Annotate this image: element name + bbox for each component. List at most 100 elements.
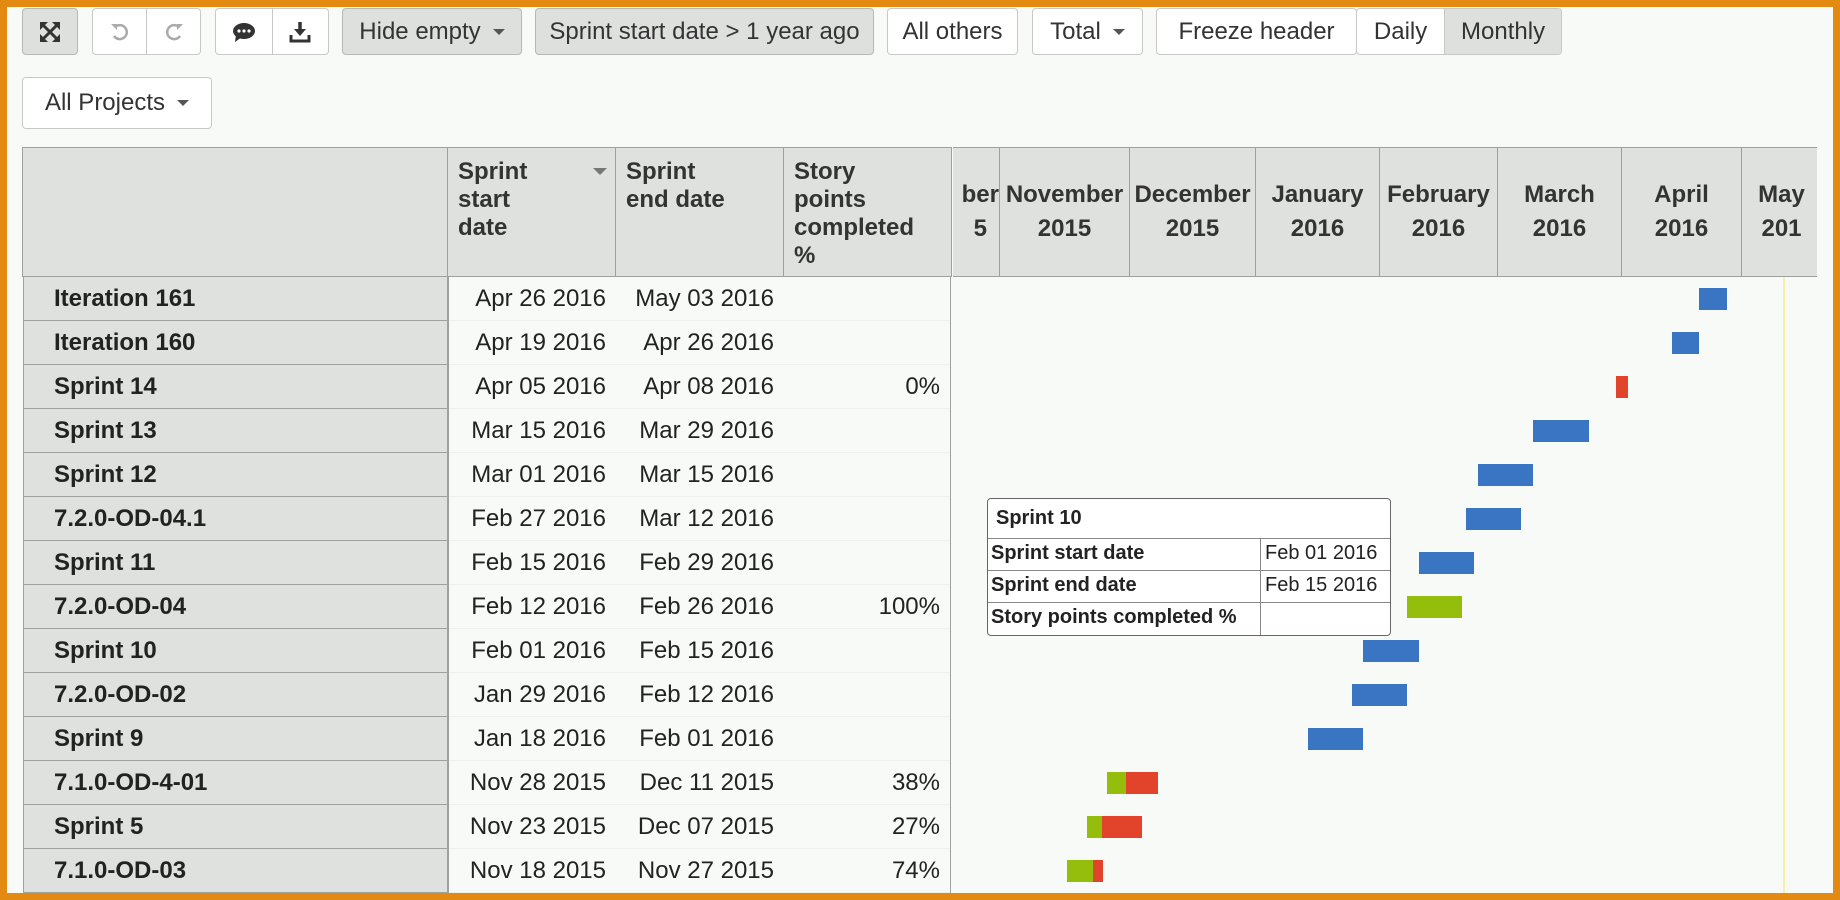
story-points-completed-cell: 74% bbox=[784, 849, 950, 893]
gantt-bar[interactable] bbox=[1106, 772, 1127, 794]
story-points-completed-cell bbox=[784, 321, 950, 365]
table-row-label[interactable]: Sprint 14 bbox=[23, 365, 448, 409]
gantt-bar[interactable] bbox=[1351, 684, 1407, 706]
story-points-completed-cell bbox=[784, 673, 950, 717]
monthly-button[interactable]: Monthly bbox=[1444, 9, 1561, 54]
story-points-completed-cell bbox=[784, 409, 950, 453]
hide-empty-dropdown[interactable]: Hide empty bbox=[342, 8, 522, 55]
gantt-bar[interactable] bbox=[1086, 816, 1102, 838]
gantt-bar[interactable] bbox=[1466, 508, 1522, 530]
table-row-label[interactable]: 7.1.0-OD-03 bbox=[23, 849, 448, 893]
table-row-label[interactable]: 7.1.0-OD-4-01 bbox=[23, 761, 448, 805]
comment-button[interactable] bbox=[216, 9, 272, 54]
gantt-bar[interactable] bbox=[1126, 772, 1158, 794]
tooltip-value: Feb 15 2016 bbox=[1265, 574, 1378, 596]
freeze-header-label: Freeze header bbox=[1178, 17, 1335, 45]
story-points-completed-cell: 38% bbox=[784, 761, 950, 805]
story-points-header[interactable]: Story points completed % bbox=[784, 147, 952, 277]
sprint-start-date-cell: Jan 29 2016 bbox=[448, 673, 616, 717]
all-projects-label: All Projects bbox=[44, 89, 166, 116]
story-points-completed-cell: 27% bbox=[784, 805, 950, 849]
sprint-end-date-cell: Feb 12 2016 bbox=[616, 673, 784, 717]
month-header: January 2016 bbox=[1256, 147, 1380, 277]
table-row-label[interactable]: Sprint 13 bbox=[23, 409, 448, 453]
story-points-completed-cell: 0% bbox=[784, 365, 950, 409]
gantt-bar[interactable] bbox=[1067, 860, 1094, 882]
total-dropdown[interactable]: Total bbox=[1032, 8, 1143, 55]
daily-button[interactable]: Daily bbox=[1357, 9, 1444, 54]
all-others-button[interactable]: All others bbox=[887, 8, 1018, 55]
total-label: Total bbox=[1050, 17, 1101, 45]
sprint-start-date-header[interactable]: Sprint start date bbox=[448, 147, 616, 277]
comment-icon bbox=[232, 21, 256, 43]
story-points-completed-cell bbox=[784, 453, 950, 497]
story-points-completed-cell bbox=[784, 497, 950, 541]
story-points-header-label: Story points completed % bbox=[794, 158, 915, 269]
tooltip-value: Feb 01 2016 bbox=[1265, 542, 1378, 564]
today-marker-line bbox=[1783, 277, 1785, 897]
period-toggle-group: Daily Monthly bbox=[1356, 8, 1562, 55]
caret-down-icon bbox=[492, 28, 505, 35]
gantt-bar[interactable] bbox=[1477, 464, 1534, 486]
fullscreen-button[interactable] bbox=[22, 8, 78, 55]
month-header: February 2016 bbox=[1380, 147, 1498, 277]
sprint-end-date-cell: Feb 29 2016 bbox=[616, 541, 784, 585]
gantt-bar[interactable] bbox=[1101, 816, 1143, 838]
undo-button[interactable] bbox=[93, 9, 146, 54]
month-header: March 2016 bbox=[1498, 147, 1622, 277]
download-button[interactable] bbox=[271, 9, 328, 54]
gantt-bar[interactable] bbox=[1616, 376, 1629, 398]
table-row-label[interactable]: Sprint 12 bbox=[23, 453, 448, 497]
gantt-bar[interactable] bbox=[1308, 728, 1364, 750]
all-others-label: All others bbox=[902, 17, 1003, 45]
sprint-end-date-header[interactable]: Sprint end date bbox=[616, 147, 784, 277]
gantt-bar[interactable] bbox=[1699, 288, 1727, 310]
sprint-start-date-header-label: Sprint start date bbox=[458, 158, 528, 241]
sprint-start-date-cell: Jan 18 2016 bbox=[448, 717, 616, 761]
story-points-completed-cell bbox=[784, 277, 950, 321]
gantt-bar[interactable] bbox=[1418, 552, 1474, 574]
tooltip-row: Sprint start date Feb 01 2016 bbox=[988, 539, 1390, 571]
sprint-start-date-cell: Feb 15 2016 bbox=[448, 541, 616, 585]
table-row-label[interactable]: Sprint 5 bbox=[23, 805, 448, 849]
sprint-start-date-cell: Mar 01 2016 bbox=[448, 453, 616, 497]
redo-button[interactable] bbox=[146, 9, 200, 54]
sort-caret-icon[interactable] bbox=[593, 168, 607, 175]
caret-down-icon bbox=[177, 100, 190, 106]
tooltip-title: Sprint 10 bbox=[988, 499, 1390, 539]
gantt-bar[interactable] bbox=[1363, 640, 1419, 662]
sprint-start-date-cell: Mar 15 2016 bbox=[448, 409, 616, 453]
table-row-label[interactable]: Iteration 160 bbox=[23, 321, 448, 365]
sprint-start-date-cell: Feb 27 2016 bbox=[448, 497, 616, 541]
column-divider bbox=[950, 277, 951, 893]
redo-icon bbox=[163, 21, 185, 43]
story-points-completed-cell bbox=[784, 717, 950, 761]
sprint-start-date-cell: Nov 28 2015 bbox=[448, 761, 616, 805]
story-points-completed-cell bbox=[784, 541, 950, 585]
sprint-end-date-cell: Feb 01 2016 bbox=[616, 717, 784, 761]
table-row-label[interactable]: Sprint 11 bbox=[23, 541, 448, 585]
all-projects-dropdown[interactable]: All Projects bbox=[22, 77, 212, 129]
sprint-end-date-cell: Feb 15 2016 bbox=[616, 629, 784, 673]
freeze-header-button[interactable]: Freeze header bbox=[1156, 8, 1357, 55]
undo-icon bbox=[109, 21, 131, 43]
table-row-label[interactable]: 7.2.0-OD-04 bbox=[23, 585, 448, 629]
tooltip-key: Sprint end date bbox=[988, 571, 1261, 602]
gantt-bar[interactable] bbox=[1533, 420, 1589, 442]
sprint-end-date-cell: Mar 29 2016 bbox=[616, 409, 784, 453]
table-row-label[interactable]: Sprint 10 bbox=[23, 629, 448, 673]
gantt-bar[interactable] bbox=[1406, 596, 1463, 618]
sprint-end-date-cell: Apr 08 2016 bbox=[616, 365, 784, 409]
month-header: ber 5 bbox=[953, 147, 1000, 277]
month-header: May 201 bbox=[1742, 147, 1817, 277]
sprint-end-date-header-label: Sprint end date bbox=[626, 158, 725, 213]
daily-label: Daily bbox=[1373, 17, 1428, 45]
table-row-label[interactable]: 7.2.0-OD-02 bbox=[23, 673, 448, 717]
gantt-bar[interactable] bbox=[1671, 332, 1700, 354]
gantt-bar[interactable] bbox=[1093, 860, 1103, 882]
caret-down-icon bbox=[1112, 28, 1125, 35]
table-row-label[interactable]: Sprint 9 bbox=[23, 717, 448, 761]
table-row-label[interactable]: 7.2.0-OD-04.1 bbox=[23, 497, 448, 541]
sprint-start-filter-button[interactable]: Sprint start date > 1 year ago bbox=[535, 8, 874, 55]
table-row-label[interactable]: Iteration 161 bbox=[23, 277, 448, 321]
